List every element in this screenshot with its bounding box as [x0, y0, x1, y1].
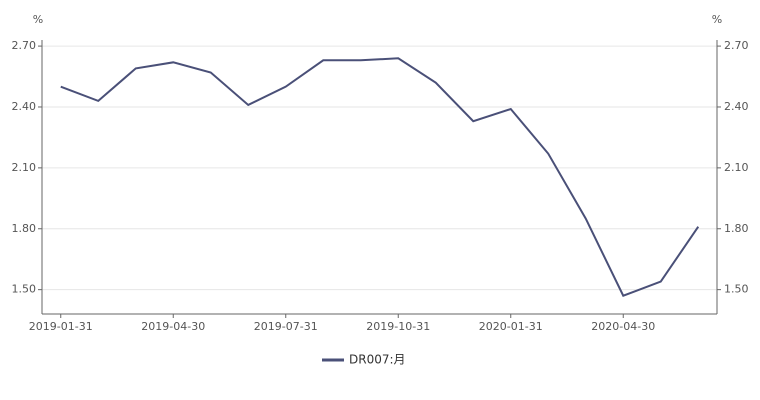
- y2-unit: %: [712, 13, 722, 26]
- y-tick-label: 2.10: [12, 161, 37, 174]
- x-tick-label: 2019-01-31: [29, 320, 93, 333]
- y2-tick-label: 2.10: [724, 161, 749, 174]
- y2-tick-label: 2.40: [724, 100, 749, 113]
- legend-label: DR007:月: [349, 353, 406, 367]
- x-tick-label: 2019-04-30: [141, 320, 205, 333]
- y-tick-label: 2.40: [12, 100, 37, 113]
- y2-tick-label: 2.70: [724, 39, 749, 52]
- x-tick-label: 2019-10-31: [366, 320, 430, 333]
- y-tick-label: 2.70: [12, 39, 37, 52]
- y-unit: %: [33, 13, 43, 26]
- x-tick-label: 2020-04-30: [591, 320, 655, 333]
- y-tick-label: 1.80: [12, 222, 37, 235]
- y-tick-label: 1.50: [12, 283, 37, 296]
- x-tick-label: 2020-01-31: [479, 320, 543, 333]
- line-series: [60, 57, 700, 297]
- y2-tick-label: 1.50: [724, 283, 749, 296]
- y2-tick-label: 1.80: [724, 222, 749, 235]
- x-tick-label: 2019-07-31: [254, 320, 318, 333]
